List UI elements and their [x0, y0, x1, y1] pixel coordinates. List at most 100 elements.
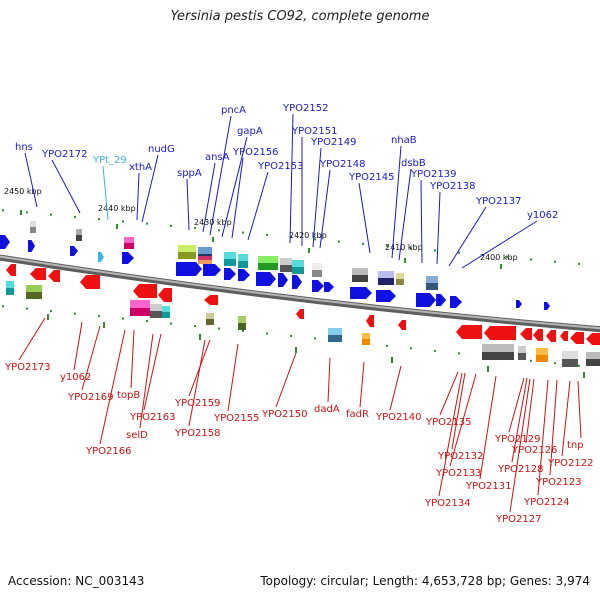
gene-label-top: YPO2156	[232, 147, 278, 158]
tick-dot	[290, 236, 292, 239]
forward-gene-arrow	[28, 240, 35, 252]
feature-box-shade	[198, 260, 212, 264]
feature-box-shade	[562, 359, 578, 367]
forward-gene-arrow	[176, 262, 202, 276]
leader-line	[448, 206, 487, 267]
gene-label-top: nudG	[148, 144, 175, 155]
leader-line	[209, 115, 232, 236]
leader-line	[358, 182, 371, 254]
forward-gene-arrow	[203, 264, 221, 276]
tick-dot	[338, 240, 340, 243]
feature-box	[362, 333, 370, 339]
leader-line	[479, 375, 497, 480]
tick-dot	[98, 315, 100, 318]
feature-box	[6, 281, 14, 288]
feature-box	[124, 237, 134, 243]
tick-dot	[242, 330, 244, 333]
feature-box-shade	[206, 319, 214, 325]
gene-label-bottom: YPO2133	[435, 468, 481, 479]
tick-major	[404, 258, 406, 263]
tick-dot	[434, 349, 436, 352]
tick-dot	[50, 213, 52, 216]
gene-label-top: YPO2148	[319, 159, 365, 170]
tick-major	[391, 357, 393, 363]
gene-label-top: YPO2152	[282, 103, 328, 114]
feature-box-shade	[352, 275, 368, 282]
gene-label-bottom: y1062	[60, 372, 91, 383]
forward-gene-arrow	[0, 235, 10, 249]
gene-label-top: YPO2137	[475, 196, 521, 207]
leader-line	[389, 365, 402, 411]
forward-gene-arrow	[450, 296, 462, 308]
forward-gene-arrow	[278, 273, 288, 287]
reverse-gene-arrow	[520, 328, 532, 340]
tick-dot	[290, 334, 292, 337]
forward-gene-arrow	[98, 252, 104, 262]
leader-line	[327, 357, 331, 403]
forward-gene-arrow	[70, 246, 78, 256]
feature-box-shade	[6, 288, 14, 295]
feature-box	[198, 247, 212, 254]
tick-major	[47, 314, 49, 320]
leader-line	[391, 145, 402, 259]
leader-line	[451, 372, 466, 450]
gene-label-top: YPO2138	[429, 181, 475, 192]
forward-gene-arrow	[292, 275, 302, 289]
reverse-gene-arrow	[296, 309, 304, 319]
feature-box-shade	[482, 352, 514, 360]
tick-dot	[410, 247, 412, 250]
feature-box-shade	[292, 267, 304, 274]
gene-label-bottom: YPO2169	[67, 392, 113, 403]
forward-gene-arrow	[256, 272, 276, 286]
gene-label-bottom: YPO2159	[174, 398, 220, 409]
leader-line	[24, 152, 38, 208]
feature-box	[238, 316, 246, 323]
kbp-label: 2450 kbp	[4, 187, 42, 196]
tick-dot	[386, 344, 388, 347]
leader-line	[81, 325, 101, 391]
gene-label-top: dsbB	[401, 158, 426, 169]
feature-box	[238, 254, 248, 261]
tick-major	[308, 248, 310, 253]
tick-dot	[98, 218, 100, 221]
feature-box	[378, 271, 394, 278]
tick-dot	[530, 359, 532, 362]
feature-box-shade	[280, 265, 292, 272]
gene-label-top: nhaB	[391, 135, 417, 146]
tick-dot	[194, 227, 196, 230]
feature-box-shade	[162, 312, 170, 318]
reverse-gene-arrow	[570, 332, 584, 344]
gene-label-top: hns	[15, 142, 33, 153]
leader-line	[561, 380, 571, 457]
kbp-scale-labels: 2450 kbp 2440 kbp 2430 kbp 2420 kbp 2410 kbp…	[4, 187, 518, 262]
feature-box	[206, 313, 214, 319]
leader-line	[247, 171, 269, 241]
gene-label-bottom: YPO2173	[4, 362, 50, 373]
gene-label-bottom: dadA	[314, 404, 340, 415]
leader-line	[289, 113, 294, 244]
leader-line	[275, 352, 297, 408]
feature-box	[328, 328, 342, 335]
genome-backbone	[0, 254, 600, 333]
tick-dot	[194, 325, 196, 328]
kbp-label: 2440 kbp	[98, 204, 136, 213]
reverse-gene-arrow	[456, 325, 482, 339]
feature-box-shade	[224, 259, 236, 266]
tick-major	[20, 210, 22, 215]
tick-dot	[50, 310, 52, 313]
gene-label-bottom: YPO2140	[375, 412, 421, 423]
leader-line	[73, 321, 83, 371]
gene-label-bottom: YPO2163	[129, 412, 175, 423]
gene-label-top: pncA	[221, 105, 246, 116]
tick-dot	[2, 209, 4, 212]
tick-major	[487, 366, 489, 372]
tick-major	[212, 237, 214, 242]
feature-box-shade	[536, 355, 548, 362]
tick-dot	[266, 233, 268, 236]
leader-line	[231, 157, 244, 239]
tick-major	[116, 224, 118, 229]
gene-label-top: YPO2149	[310, 137, 356, 148]
tick-marks	[2, 209, 585, 378]
reverse-gene-arrow	[204, 295, 218, 305]
